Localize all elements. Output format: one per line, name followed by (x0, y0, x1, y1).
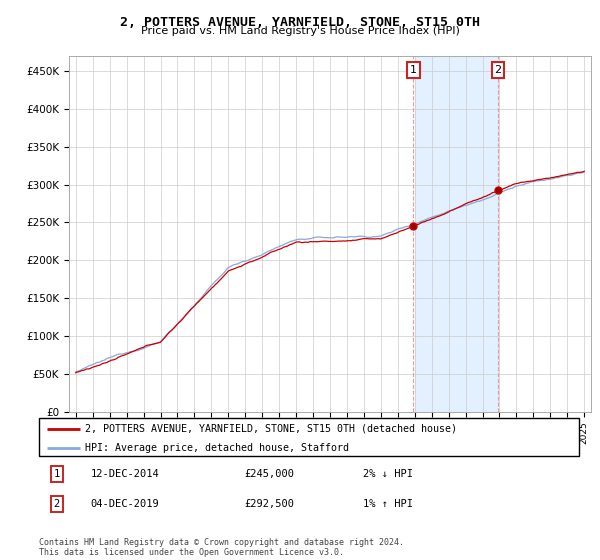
Text: HPI: Average price, detached house, Stafford: HPI: Average price, detached house, Staf… (85, 443, 349, 453)
Text: 2, POTTERS AVENUE, YARNFIELD, STONE, ST15 0TH: 2, POTTERS AVENUE, YARNFIELD, STONE, ST1… (120, 16, 480, 29)
Text: 2: 2 (53, 499, 60, 509)
Text: £292,500: £292,500 (244, 499, 294, 509)
Text: Price paid vs. HM Land Registry's House Price Index (HPI): Price paid vs. HM Land Registry's House … (140, 26, 460, 36)
Text: 1: 1 (410, 65, 417, 75)
FancyBboxPatch shape (39, 418, 579, 456)
Text: 1: 1 (53, 469, 60, 479)
Text: 2% ↓ HPI: 2% ↓ HPI (363, 469, 413, 479)
Text: Contains HM Land Registry data © Crown copyright and database right 2024.
This d: Contains HM Land Registry data © Crown c… (39, 538, 404, 557)
Text: 2, POTTERS AVENUE, YARNFIELD, STONE, ST15 0TH (detached house): 2, POTTERS AVENUE, YARNFIELD, STONE, ST1… (85, 424, 457, 434)
Text: 04-DEC-2019: 04-DEC-2019 (90, 499, 159, 509)
Text: 2: 2 (494, 65, 502, 75)
Text: 1% ↑ HPI: 1% ↑ HPI (363, 499, 413, 509)
Text: 12-DEC-2014: 12-DEC-2014 (90, 469, 159, 479)
Text: £245,000: £245,000 (244, 469, 294, 479)
